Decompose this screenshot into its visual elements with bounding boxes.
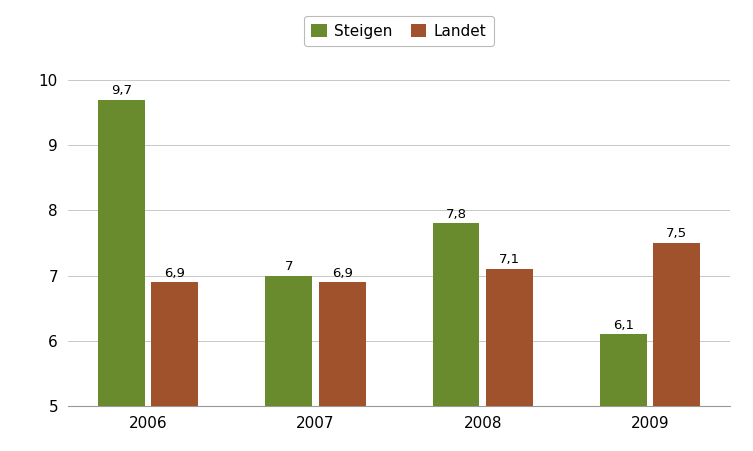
Bar [432, 224, 480, 451]
Bar [265, 276, 312, 451]
Bar [654, 243, 700, 451]
Text: 6,9: 6,9 [332, 267, 352, 280]
Bar [151, 282, 198, 451]
Text: 7,1: 7,1 [499, 253, 520, 267]
Text: 9,7: 9,7 [111, 84, 132, 97]
Bar [98, 100, 145, 451]
Bar [600, 334, 647, 451]
Bar [319, 282, 366, 451]
Legend: Steigen, Landet: Steigen, Landet [303, 16, 495, 46]
Text: 6,9: 6,9 [164, 267, 185, 280]
Text: 7: 7 [285, 260, 293, 273]
Text: 7,8: 7,8 [446, 208, 466, 221]
Bar [486, 269, 533, 451]
Text: 6,1: 6,1 [613, 319, 634, 331]
Text: 7,5: 7,5 [666, 227, 687, 240]
